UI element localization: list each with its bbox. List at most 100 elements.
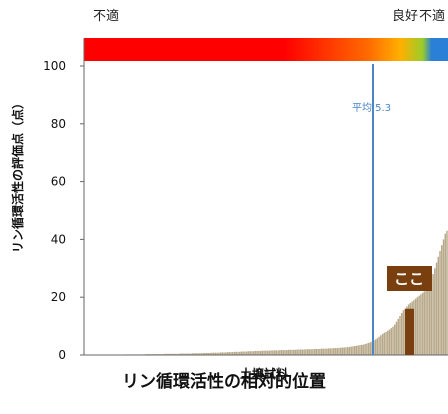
bar <box>240 351 243 355</box>
scale-label-left: 不適 <box>93 8 119 24</box>
bar <box>394 324 396 355</box>
bar <box>441 245 443 355</box>
bar <box>336 348 339 355</box>
bar <box>400 313 403 355</box>
bar <box>259 350 262 355</box>
bar <box>200 353 203 355</box>
marker-callout-label: ここ <box>394 270 424 288</box>
bar <box>223 352 225 355</box>
scale-bar <box>84 38 448 61</box>
bar <box>270 350 272 355</box>
bar <box>219 352 222 355</box>
bar <box>193 353 196 355</box>
bar <box>272 350 274 355</box>
bar <box>430 278 433 355</box>
bar <box>172 353 175 355</box>
bar <box>346 347 349 355</box>
bar <box>303 349 305 355</box>
bar <box>434 268 436 355</box>
bar <box>341 347 344 355</box>
bar <box>362 344 365 355</box>
bar <box>343 347 345 355</box>
bar <box>266 350 269 355</box>
bar <box>353 346 356 355</box>
bar <box>202 352 204 355</box>
bar <box>226 352 229 355</box>
y-axis-ticks: 0 20 40 60 80 100 <box>43 59 84 362</box>
y-tick-label: 80 <box>51 117 66 131</box>
bar <box>439 250 441 355</box>
marker-bar <box>405 308 414 355</box>
bar <box>197 353 199 355</box>
bar <box>312 349 314 355</box>
bar <box>414 298 417 355</box>
bar <box>397 318 399 356</box>
bar <box>317 348 319 355</box>
y-tick-label: 60 <box>51 175 66 189</box>
bar <box>442 239 445 355</box>
bar <box>374 339 377 355</box>
bar <box>268 350 271 355</box>
bar <box>313 348 316 355</box>
bar <box>280 350 283 355</box>
bar <box>308 349 311 355</box>
y-axis-label: リン循環活性の評価点（点） <box>10 97 25 253</box>
bar <box>350 346 352 355</box>
bar <box>284 350 286 355</box>
bar <box>420 294 422 355</box>
bar <box>326 348 328 355</box>
bar-series <box>84 230 448 356</box>
bar <box>333 348 335 355</box>
bar <box>399 315 401 355</box>
bar <box>164 353 166 355</box>
bar <box>265 350 267 355</box>
bar <box>235 351 237 355</box>
bar <box>359 345 361 355</box>
bar <box>320 348 323 355</box>
bar <box>198 353 201 355</box>
bar <box>191 353 194 355</box>
bar <box>256 350 258 355</box>
bar <box>185 353 187 355</box>
bar <box>294 349 297 355</box>
bar <box>381 333 384 355</box>
bar <box>319 348 321 355</box>
bar <box>306 349 309 355</box>
bar <box>340 347 342 355</box>
bar <box>364 344 366 355</box>
bar <box>360 344 363 355</box>
bar <box>286 350 288 355</box>
marker-callout-box <box>387 266 432 291</box>
bar <box>249 351 251 355</box>
bar <box>232 352 234 355</box>
bar <box>427 285 429 355</box>
bar <box>383 332 386 355</box>
bar <box>322 348 325 355</box>
bar <box>171 353 173 355</box>
bar <box>324 348 326 355</box>
bar <box>254 350 257 355</box>
bar <box>214 352 217 355</box>
bar <box>298 349 300 355</box>
bar <box>174 353 177 355</box>
bar <box>237 351 239 355</box>
bar <box>245 351 248 355</box>
bar <box>261 350 264 355</box>
bar <box>195 353 197 355</box>
bar <box>421 292 424 355</box>
bar <box>423 291 426 355</box>
bar <box>282 350 285 355</box>
bar <box>388 329 391 355</box>
bar <box>348 346 351 355</box>
bar <box>225 352 227 355</box>
bar <box>432 274 434 355</box>
bar <box>376 338 379 355</box>
bar <box>242 351 244 355</box>
bar <box>301 349 304 355</box>
bar <box>369 342 372 355</box>
bar <box>169 353 171 355</box>
bar <box>357 345 359 355</box>
bar <box>444 233 446 355</box>
bar <box>310 349 312 355</box>
